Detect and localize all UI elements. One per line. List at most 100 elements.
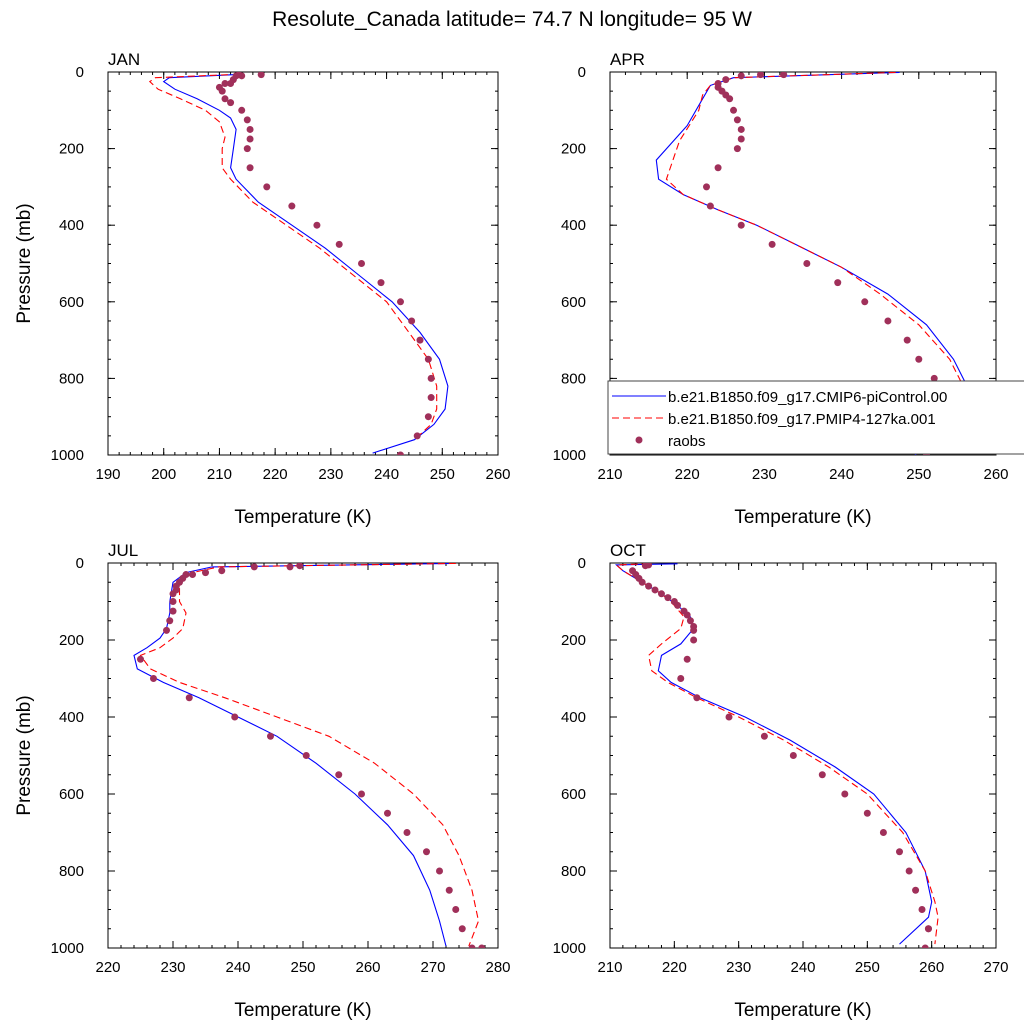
panels-group: JAN 190 200 210 220 230 240 250 260 0 200 400 600 800…: [14, 50, 1024, 1021]
raobs-markers: [629, 563, 932, 948]
raobs-point: [760, 732, 768, 740]
raobs-point: [169, 590, 177, 598]
pmip4-127ka-line: [148, 74, 438, 441]
raobs-point: [468, 944, 476, 948]
raobs-point: [377, 279, 385, 287]
raobs-point: [246, 125, 254, 133]
raobs-point: [478, 944, 486, 948]
raobs-point: [408, 317, 416, 325]
raobs-point: [834, 279, 842, 287]
raobs-point: [768, 240, 776, 248]
y-tick-label: 600: [561, 294, 586, 311]
x-axis-title: Temperature (K): [734, 507, 871, 528]
x-axis-title: Temperature (K): [234, 1000, 371, 1021]
raobs-point: [313, 221, 321, 229]
raobs-point: [896, 848, 903, 856]
raobs-point: [458, 925, 466, 933]
raobs-point: [221, 79, 229, 87]
y-tick-label: 600: [59, 786, 84, 803]
raobs-point: [384, 809, 391, 817]
raobs-point: [924, 925, 932, 933]
y-tick-label: 0: [76, 64, 84, 81]
raobs-point: [780, 72, 788, 79]
series-group: [148, 72, 449, 455]
x-tick-label: 190: [95, 466, 120, 483]
legend-marker-raobs: [635, 436, 643, 444]
raobs-point: [683, 655, 691, 663]
y-tick-label: 1000: [51, 940, 84, 957]
raobs-point: [918, 906, 926, 913]
raobs-point: [757, 72, 765, 79]
y-tick-label: 400: [561, 709, 586, 726]
y-tick-label: 200: [59, 141, 84, 158]
x-tick-label: 230: [318, 466, 343, 483]
series-group: [133, 563, 486, 948]
raobs-point: [257, 72, 265, 79]
raobs-point: [286, 563, 294, 571]
x-tick-label: 220: [263, 466, 288, 483]
raobs-point: [686, 617, 694, 625]
raobs-point: [218, 87, 226, 95]
panel-apr: APR 210 220 230 240 250 260 0 200 400 600 800 1000 Te…: [553, 50, 1009, 528]
panel-title: APR: [610, 50, 645, 69]
raobs-point: [238, 106, 246, 114]
raobs-point: [250, 563, 258, 571]
y-tick-label: 0: [578, 64, 586, 81]
y-tick-label: 800: [59, 370, 84, 387]
x-tick-label: 250: [906, 466, 931, 483]
y-tick-label: 200: [59, 632, 84, 649]
plot-frame: [107, 71, 499, 456]
raobs-point: [358, 790, 365, 798]
raobs-point: [416, 336, 424, 344]
raobs-point: [651, 586, 659, 594]
raobs-point: [436, 867, 443, 875]
y-tick-label: 1000: [51, 447, 84, 464]
y-tick-label: 400: [59, 709, 84, 726]
raobs-point: [397, 298, 404, 306]
y-tick-label: 400: [561, 217, 586, 234]
raobs-point: [423, 848, 430, 856]
raobs-point: [690, 636, 698, 644]
x-tick-label: 210: [207, 466, 232, 483]
raobs-point: [397, 451, 404, 455]
x-tick-label: 280: [485, 959, 510, 976]
raobs-point: [243, 145, 251, 153]
raobs-point: [427, 374, 435, 382]
x-tick-label: 270: [983, 959, 1008, 976]
raobs-point: [912, 886, 920, 894]
raobs-point: [930, 374, 938, 382]
pmip4-127ka-line: [139, 563, 480, 947]
raobs-point: [706, 202, 714, 210]
raobs-point: [445, 886, 453, 894]
legend-label: raobs: [668, 433, 706, 450]
panel-title: JUL: [108, 541, 138, 560]
raobs-point: [789, 752, 797, 759]
raobs-point: [737, 135, 745, 143]
y-tick-label: 1000: [553, 940, 586, 957]
raobs-point: [863, 809, 871, 817]
raobs-point: [879, 829, 887, 836]
figure-title: Resolute_Canada latitude= 74.7 N longitu…: [272, 8, 752, 31]
raobs-markers: [137, 563, 486, 948]
raobs-point: [803, 260, 811, 267]
raobs-point: [645, 582, 653, 590]
y-axis-title: Pressure (mb): [14, 695, 35, 815]
panel-jul: JUL 220 230 240 250 260 270 280 0 200 400 600 800 100…: [14, 541, 511, 1021]
raobs-point: [150, 675, 157, 682]
raobs-point: [703, 183, 710, 191]
raobs-point: [166, 617, 174, 625]
raobs-point: [358, 260, 365, 267]
x-tick-label: 240: [829, 466, 854, 483]
y-tick-label: 200: [561, 141, 586, 158]
raobs-point: [905, 867, 913, 875]
raobs-point: [296, 563, 304, 570]
raobs-point: [714, 164, 722, 172]
raobs-point: [725, 713, 733, 721]
y-tick-label: 200: [561, 632, 586, 649]
raobs-point: [403, 829, 411, 836]
raobs-point: [238, 72, 246, 80]
raobs-point: [674, 601, 682, 609]
raobs-point: [903, 336, 911, 344]
piControl-line: [133, 563, 453, 947]
raobs-point: [693, 694, 701, 702]
